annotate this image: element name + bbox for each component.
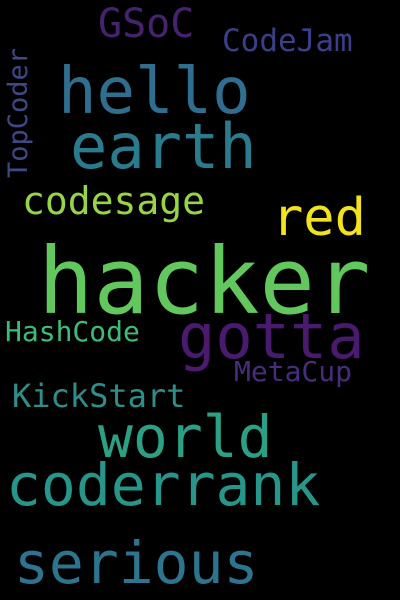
word-earth: earth: [70, 110, 257, 183]
word-hacker: hacker: [38, 228, 371, 335]
word-hello: hello: [58, 55, 251, 129]
word-red: red: [272, 188, 366, 248]
word-topcoder: TopCoder: [3, 47, 34, 178]
word-codesage: codesage: [22, 179, 206, 223]
word-world: world: [98, 403, 273, 471]
word-kickstart: KickStart: [12, 377, 186, 415]
word-coderrank: coderrank: [6, 451, 321, 519]
word-gsoc: GSoC: [98, 1, 195, 47]
word-gotta: gotta: [178, 300, 365, 373]
word-codejam: CodeJam: [222, 23, 353, 59]
word-metacup: MetaCup: [234, 355, 353, 388]
word-serious: serious: [14, 529, 259, 597]
word-hashcode: HashCode: [5, 315, 140, 348]
